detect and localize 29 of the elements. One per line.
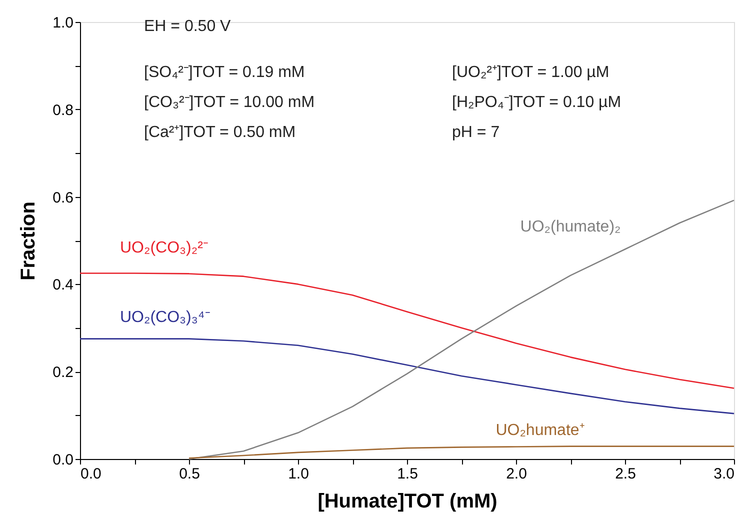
y-axis-title: Fraction — [18, 202, 40, 280]
x-tick-label: 2.5 — [615, 466, 636, 482]
text: 2.0 — [506, 466, 527, 482]
x-tick-label: 1.5 — [397, 466, 418, 482]
text: 1.0 — [52, 14, 74, 32]
annotation: pH = 7 — [452, 124, 500, 141]
line-series — [188, 446, 735, 459]
y-tick-label: 0.4 — [52, 276, 74, 294]
y-tick-label: 0.8 — [52, 102, 74, 119]
annotation: [SO₄²⁻]TOT = 0.19 mM — [144, 64, 305, 81]
text: 3.0 — [714, 466, 734, 482]
y-tick-label: 0.2 — [52, 364, 74, 382]
annotation: [H₂PO₄⁻]TOT = 0.10 µM — [452, 94, 622, 111]
x-tick-label: 0.5 — [179, 466, 200, 482]
y-tick-label: 0.6 — [52, 189, 74, 206]
series-label: UO₂(humate)₂ — [520, 218, 621, 236]
annotation: [UO₂²⁺]TOT = 1.00 µM — [452, 64, 610, 81]
text: 0.0 — [52, 452, 74, 468]
series-label: UO₂(CO₃)₂²⁻ — [120, 239, 208, 256]
text: 1.0 — [288, 466, 309, 482]
annotation: [CO₃²⁻]TOT = 10.00 mM — [144, 94, 315, 111]
annotation: [Ca²⁺]TOT = 0.50 mM — [144, 124, 296, 141]
annotation: EH = 0.50 V — [144, 18, 232, 35]
x-axis-title: [Humate]TOT (mM) — [318, 490, 498, 512]
text: 0.0 — [80, 466, 102, 482]
series-label: UO₂(CO₃)₃⁴⁻ — [120, 308, 210, 326]
series-label: UO₂humate⁺ — [496, 422, 584, 439]
line-series — [79, 272, 735, 389]
line-series — [79, 338, 735, 414]
